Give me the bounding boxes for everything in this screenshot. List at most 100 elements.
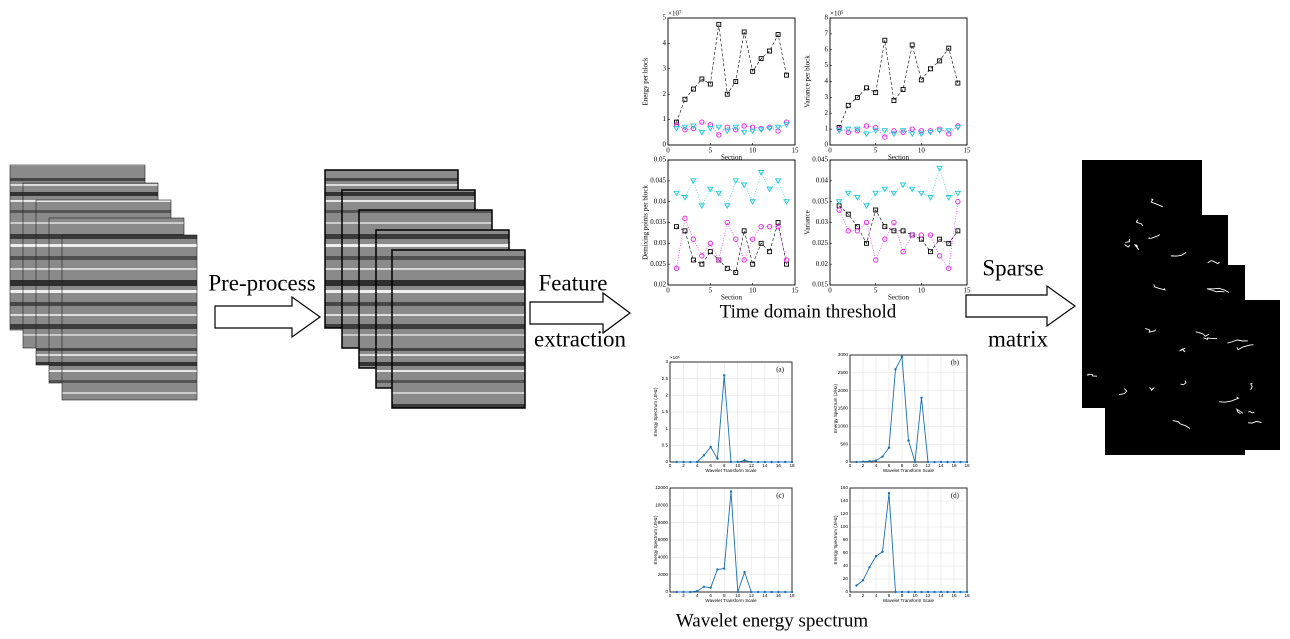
series-line: [676, 24, 787, 123]
marker: [872, 190, 879, 197]
y-tick-label: 160: [840, 485, 848, 490]
edge-trace: [1218, 396, 1240, 403]
y-tick-label: 8000: [658, 520, 669, 525]
marker: [864, 85, 869, 91]
edge-trace: [1247, 420, 1262, 424]
marker: [699, 261, 705, 267]
marker: [716, 257, 722, 263]
marker: [723, 567, 726, 570]
x-tick-label: 12: [925, 593, 931, 598]
caption: Time domain threshold: [720, 301, 897, 322]
marker: [774, 124, 782, 131]
y-tick-label: 40: [843, 563, 849, 568]
x-tick-label: 12: [749, 593, 755, 598]
marker: [750, 68, 756, 74]
y-tick-label: 1.5: [662, 409, 669, 414]
x-tick-label: 0: [666, 147, 670, 155]
y-tick-label: 0: [665, 589, 668, 594]
x-tick-label: 0: [828, 287, 832, 295]
x-tick-label: 8: [723, 593, 726, 598]
y-tick-label: 2000: [838, 388, 849, 393]
marker: [695, 460, 699, 464]
marker: [724, 265, 730, 271]
marker: [946, 131, 952, 137]
y-tick-label: 120: [840, 511, 848, 516]
marker: [699, 119, 705, 125]
marker: [733, 79, 739, 84]
marker: [723, 203, 731, 210]
marker: [894, 590, 897, 594]
edge-trace: [1118, 388, 1128, 395]
y-tick-label: 1500: [838, 406, 849, 411]
y-tick-label: 7: [825, 29, 829, 37]
marker: [954, 125, 962, 131]
marker: [873, 207, 879, 213]
edge-trace: [1203, 337, 1218, 341]
marker: [868, 566, 871, 569]
plot-border: [849, 354, 968, 463]
marker: [732, 178, 740, 185]
marker: [757, 127, 765, 133]
marker: [907, 590, 910, 594]
marker: [690, 257, 696, 263]
y-tick-label: 20: [843, 576, 849, 581]
y-tick-label: 0.045: [812, 156, 828, 164]
marker: [882, 37, 888, 43]
marker: [872, 128, 879, 134]
marker: [743, 459, 746, 462]
marker: [927, 195, 934, 201]
x-tick-label: 15: [792, 147, 800, 155]
marker: [861, 460, 865, 463]
marker: [854, 195, 861, 201]
y-tick-label: 0: [845, 459, 848, 464]
marker: [913, 590, 917, 594]
edge-trace: [1150, 198, 1164, 208]
x-tick-label: 0: [849, 593, 852, 598]
y-tick-label: 0.035: [812, 197, 828, 205]
marker: [707, 240, 713, 246]
marker: [863, 203, 870, 210]
marker: [690, 236, 697, 242]
marker: [891, 128, 897, 134]
y-tick-label: 10000: [655, 503, 668, 508]
y-tick-label: 2: [825, 109, 829, 117]
marker: [775, 224, 781, 230]
marker: [909, 42, 915, 48]
panel-label: (b): [951, 359, 960, 367]
marker: [920, 396, 923, 399]
x-tick-label: 18: [789, 593, 795, 598]
marker: [729, 490, 733, 493]
marker: [777, 460, 780, 464]
x-tick-label: 6: [709, 593, 712, 598]
marker: [863, 219, 870, 226]
marker: [900, 249, 906, 255]
marker: [854, 94, 860, 100]
x-tick-label: 6: [709, 463, 712, 468]
marker: [933, 460, 936, 464]
marker: [937, 236, 943, 242]
y-axis-label: Energy Spectrum (J/Hz): [653, 387, 658, 436]
x-axis-label: Wavelet Transform Scale: [883, 468, 935, 473]
marker: [881, 455, 884, 458]
marker: [674, 224, 679, 230]
marker: [766, 126, 773, 132]
marker: [939, 590, 943, 594]
step-label: Sparse: [982, 255, 1043, 280]
marker: [900, 355, 904, 358]
x-tick-label: 2: [862, 463, 865, 468]
marker: [741, 123, 747, 129]
marker: [913, 460, 917, 464]
marker: [758, 224, 764, 230]
marker: [946, 240, 952, 246]
marker: [758, 56, 764, 62]
plot-border: [667, 17, 796, 146]
y-tick-label: 0.04: [816, 176, 829, 184]
series-line: [838, 167, 959, 207]
y-tick-label: 0.04: [654, 197, 667, 205]
marker: [733, 236, 739, 242]
marker: [920, 590, 923, 594]
y-tick-label: 1000: [838, 424, 849, 429]
y-tick-label: 1: [663, 115, 667, 123]
y-tick-label: 1: [665, 426, 668, 431]
